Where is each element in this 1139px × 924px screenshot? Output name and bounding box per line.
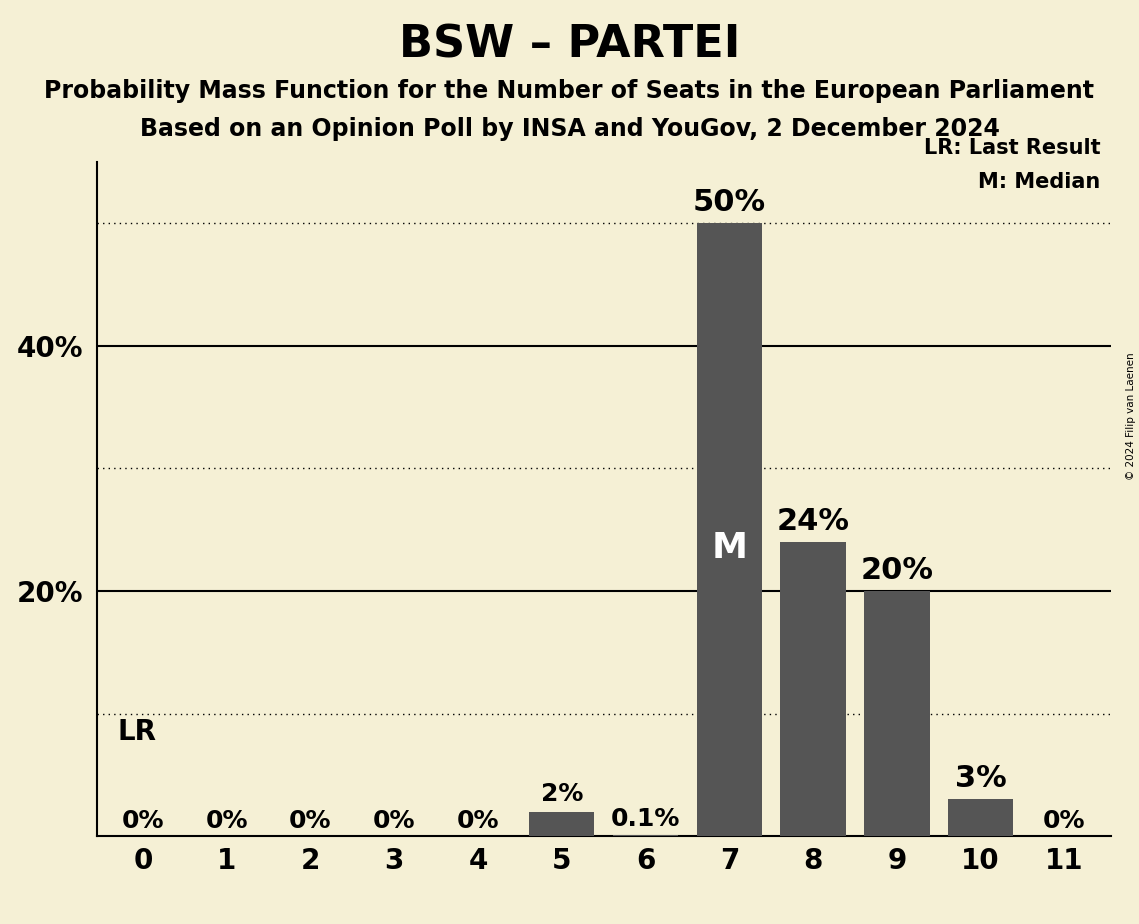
Bar	[948, 799, 1014, 836]
Text: 2%: 2%	[541, 782, 583, 806]
Text: Based on an Opinion Poll by INSA and YouGov, 2 December 2024: Based on an Opinion Poll by INSA and You…	[140, 117, 999, 141]
Text: 20%: 20%	[860, 556, 933, 585]
Text: 0%: 0%	[457, 808, 499, 833]
Text: 0%: 0%	[1043, 808, 1085, 833]
Text: 0%: 0%	[205, 808, 248, 833]
Text: 0%: 0%	[289, 808, 331, 833]
Text: M: Median: M: Median	[978, 172, 1100, 192]
Text: 50%: 50%	[693, 188, 765, 217]
Text: 3%: 3%	[954, 764, 1007, 794]
Text: BSW – PARTEI: BSW – PARTEI	[399, 23, 740, 67]
Text: LR: Last Result: LR: Last Result	[924, 139, 1100, 158]
Text: © 2024 Filip van Laenen: © 2024 Filip van Laenen	[1126, 352, 1136, 480]
Text: LR: LR	[117, 718, 156, 747]
Text: 0%: 0%	[122, 808, 164, 833]
Text: 24%: 24%	[777, 506, 850, 536]
Bar	[530, 811, 595, 836]
Text: 0%: 0%	[372, 808, 416, 833]
Bar	[697, 223, 762, 836]
Bar	[865, 591, 929, 836]
Text: Probability Mass Function for the Number of Seats in the European Parliament: Probability Mass Function for the Number…	[44, 79, 1095, 103]
Bar	[613, 835, 678, 836]
Text: M: M	[712, 531, 747, 565]
Bar	[780, 541, 846, 836]
Text: 0.1%: 0.1%	[611, 808, 680, 832]
